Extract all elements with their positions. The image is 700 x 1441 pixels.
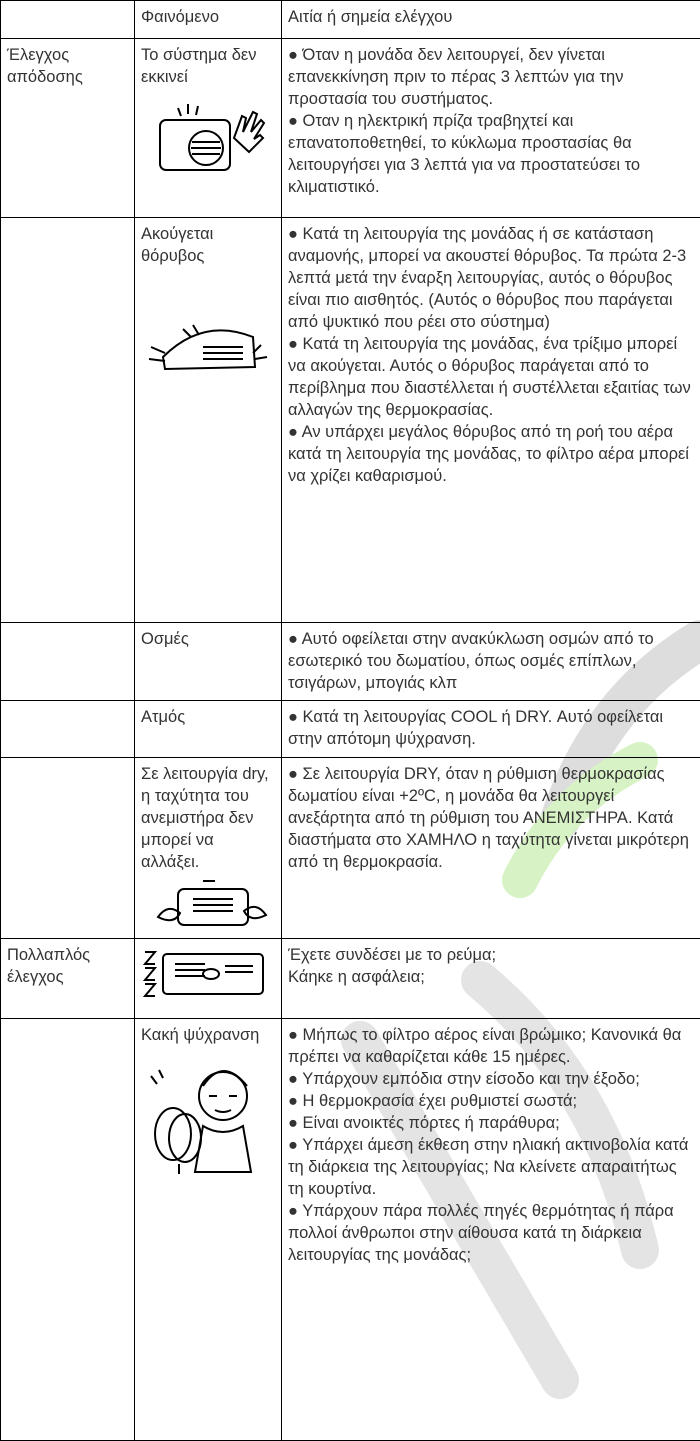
phenomenon: Σε λειτουργία dry, η ταχύτητα του ανεμισ…	[141, 763, 275, 873]
empty-cell	[1, 1, 135, 39]
illustration	[143, 1056, 273, 1176]
empty-cell	[1, 218, 135, 623]
cause: ● Μήπως το φίλτρο αέρος είναι βρώμικο; Κ…	[288, 1024, 694, 1068]
cause: ● Όταν η μονάδα δεν λειτουργεί, δεν γίνε…	[288, 44, 694, 110]
category: Έλεγχος απόδοσης	[1, 39, 135, 218]
header-cell: Φαινόμενο	[135, 1, 282, 39]
empty-cell	[1, 623, 135, 701]
cause: ● Οταν η ηλεκτρική πρίζα τραβηχτεί και ε…	[288, 110, 694, 198]
causes-cell: ● Μήπως το φίλτρο αέρος είναι βρώμικο; Κ…	[282, 1019, 700, 1441]
row: Κακή ψύχρανση ● Μήπως το φίλτρο αέρος εί…	[1, 1019, 700, 1441]
cause: ● Κατά τη λειτουργία της μονάδας, ένα τρ…	[288, 333, 694, 421]
cause: ● Αν υπάρχει μεγάλος θόρυβος από τη ροή …	[288, 421, 694, 487]
illustration	[143, 307, 273, 377]
cause: ● Υπάρχουν εμπόδια στην είσοδο και την έ…	[288, 1068, 694, 1090]
cause: ● Αυτό οφείλεται στην ανακύκλωση οσμών α…	[288, 628, 694, 694]
row: Σε λειτουργία dry, η ταχύτητα του ανεμισ…	[1, 758, 700, 939]
page: Φαινόμενο Αιτία ή σημεία ελέγχου Έλεγχος…	[0, 0, 700, 1408]
causes-cell: ● Κατά τη λειτουργίας COOL ή DRY. Αυτό ο…	[282, 701, 700, 758]
empty-cell	[1, 758, 135, 939]
illustration-cell	[135, 939, 282, 1019]
phenomenon-cell: Σε λειτουργία dry, η ταχύτητα του ανεμισ…	[135, 758, 282, 939]
cause: ● Είναι ανοικτές πόρτες ή παράθυρα;	[288, 1112, 694, 1134]
illustration	[148, 98, 268, 178]
phenomenon: Ατμός	[135, 701, 282, 758]
cause: ● Η θερμοκρασία έχει ρυθμιστεί σωστά;	[288, 1090, 694, 1112]
cause: ● Κατά τη λειτουργία της μονάδας ή σε κα…	[288, 223, 694, 333]
illustration	[141, 944, 271, 1000]
header-cell: Αιτία ή σημεία ελέγχου	[282, 1, 700, 39]
cause: Κάηκε η ασφάλεια;	[288, 966, 694, 988]
row: Οσμές ● Αυτό οφείλεται στην ανακύκλωση ο…	[1, 623, 700, 701]
row: Ατμός ● Κατά τη λειτουργίας COOL ή DRY. …	[1, 701, 700, 758]
cause: ● Υπάρχουν πάρα πολλές πηγές θερμότητας …	[288, 1200, 694, 1266]
phenomenon: Ακούγεται θόρυβος	[141, 223, 275, 267]
causes-cell: Έχετε συνδέσει με το ρεύμα;Κάηκε η ασφάλ…	[282, 939, 700, 1019]
cause: ● Κατά τη λειτουργίας COOL ή DRY. Αυτό ο…	[288, 706, 694, 750]
row: Πολλαπλός έλεγχος Έχετε συνδέσει με το ρ…	[1, 939, 700, 1019]
phenomenon: Οσμές	[135, 623, 282, 701]
causes-cell: ● Κατά τη λειτουργία της μονάδας ή σε κα…	[282, 218, 700, 623]
causes-cell: ● Όταν η μονάδα δεν λειτουργεί, δεν γίνε…	[282, 39, 700, 218]
phenomenon-cell: Το σύστημα δεν εκκινεί	[135, 39, 282, 218]
phenomenon: Το σύστημα δεν εκκινεί	[141, 44, 275, 88]
cause: ● Υπάρχει άμεση έκθεση στην ηλιακή ακτιν…	[288, 1134, 694, 1200]
category: Πολλαπλός έλεγχος	[1, 939, 135, 1019]
header-row: Φαινόμενο Αιτία ή σημεία ελέγχου	[1, 1, 700, 39]
row: Έλεγχος απόδοσης Το σύστημα δεν εκκινεί …	[1, 39, 700, 218]
phenomenon-cell: Ακούγεται θόρυβος	[135, 218, 282, 623]
phenomenon: Κακή ψύχρανση	[141, 1024, 275, 1046]
causes-cell: ● Αυτό οφείλεται στην ανακύκλωση οσμών α…	[282, 623, 700, 701]
empty-cell	[1, 1019, 135, 1441]
cause: ● Σε λειτουργία DRY, όταν η ρύθμιση θερμ…	[288, 763, 694, 873]
empty-cell	[1, 701, 135, 758]
cause: Έχετε συνδέσει με το ρεύμα;	[288, 944, 694, 966]
row: Ακούγεται θόρυβος ● Κατά τη λειτουργία τ…	[1, 218, 700, 623]
illustration	[148, 877, 268, 933]
causes-cell: ● Σε λειτουργία DRY, όταν η ρύθμιση θερμ…	[282, 758, 700, 939]
phenomenon-cell: Κακή ψύχρανση	[135, 1019, 282, 1441]
